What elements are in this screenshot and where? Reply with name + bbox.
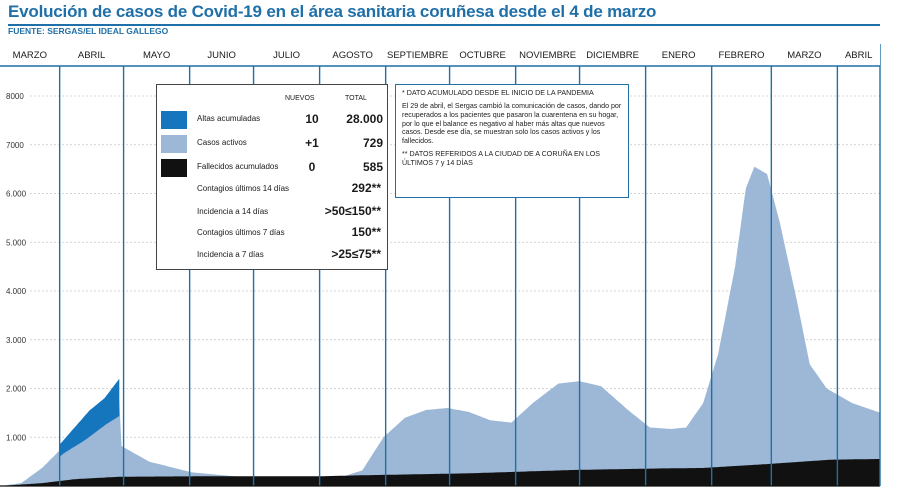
legend-label: Altas acumuladas xyxy=(197,114,261,123)
legend-extra-label: Contagios últimos 7 días xyxy=(197,228,285,237)
month-label: ABRIL xyxy=(78,50,105,61)
legend-label: Fallecidos acumulados xyxy=(197,162,279,171)
y-tick-label: 2.000 xyxy=(6,385,27,394)
legend-new: 0 xyxy=(308,160,316,174)
y-tick-label: 3.000 xyxy=(6,336,27,345)
month-label: MARZO xyxy=(787,50,821,61)
notes-box: * DATO ACUMULADO DESDE EL INICIO DE LA P… xyxy=(395,84,629,198)
month-label: MARZO xyxy=(13,50,47,61)
y-axis-ticks: 1.000 2.000 3.000 4.000 5.000 6.000 7000 8000 xyxy=(6,92,27,442)
month-label: AGOSTO xyxy=(332,50,372,61)
month-label: JUNIO xyxy=(207,50,236,61)
chart-title: Evolución de casos de Covid-19 en el áre… xyxy=(8,2,657,21)
month-bar-bg xyxy=(0,42,880,66)
note-city: ** DATOS REFERIDOS A LA CIUDAD DE A CORU… xyxy=(402,150,601,168)
y-tick-label: 5.000 xyxy=(6,238,27,247)
legend-total: 28.000 xyxy=(346,112,383,126)
legend-extra-label: Incidencia a 7 días xyxy=(197,250,264,259)
legend-new: +1 xyxy=(305,136,319,150)
legend-extra-label: Contagios últimos 14 días xyxy=(197,184,290,193)
chart-source: FUENTE: SERGAS/EL IDEAL GALLEGO xyxy=(8,26,169,36)
month-label: ABRIL xyxy=(845,50,872,61)
deaths-swatch xyxy=(161,159,187,177)
month-axis: MARZO ABRIL MAYO JUNIO JULIO AGOSTO SEPTIEMBRE… xyxy=(0,42,880,67)
y-tick-label: 7000 xyxy=(6,141,24,150)
legend-extra: Incidencia a 7 días >25≤75** xyxy=(157,247,389,263)
active-swatch xyxy=(161,135,187,153)
active-cases-area xyxy=(0,166,880,486)
month-label: JULIO xyxy=(273,50,300,61)
legend-extra-value: 292** xyxy=(351,181,381,195)
legend-extra: Contagios últimos 14 días 292** xyxy=(157,181,389,197)
y-tick-label: 1.000 xyxy=(6,433,27,442)
month-label: OCTUBRE xyxy=(459,50,505,61)
discharged-area xyxy=(59,378,120,457)
legend-extra-value: >25≤75** xyxy=(331,247,381,261)
title-rule xyxy=(8,24,880,26)
legend-col-new: NUEVOS xyxy=(285,95,315,102)
legend-extra-label: Incidencia a 14 días xyxy=(197,207,269,216)
month-label: ENERO xyxy=(662,50,696,61)
deaths-area xyxy=(0,459,880,486)
legend-extra: Incidencia a 14 días >50≤150** xyxy=(157,204,389,220)
month-label: FEBRERO xyxy=(719,50,765,61)
month-label: NOVIEMBRE xyxy=(519,50,576,61)
month-label: SEPTIEMBRE xyxy=(387,50,448,61)
note-cumulative: * DATO ACUMULADO DESDE EL INICIO DE LA P… xyxy=(402,89,594,97)
legend-extra-value: >50≤150** xyxy=(324,204,381,218)
legend-col-total: TOTAL xyxy=(345,95,367,102)
month-label: DICIEMBRE xyxy=(586,50,639,61)
y-tick-label: 4.000 xyxy=(6,287,27,296)
legend-row-deaths: Fallecidos acumulados 0 585 xyxy=(157,159,389,177)
legend-row-active: Casos activos +1 729 xyxy=(157,135,389,153)
month-label: MAYO xyxy=(143,50,170,61)
legend-label: Casos activos xyxy=(197,138,247,147)
legend-extra: Contagios últimos 7 días 150** xyxy=(157,225,389,241)
note-method-change: El 29 de abril, el Sergas cambió la comu… xyxy=(402,101,622,146)
legend-total: 585 xyxy=(362,160,383,174)
y-tick-label: 6.000 xyxy=(6,190,27,199)
legend-row-discharged: Altas acumuladas 10 28.000 xyxy=(157,111,389,129)
legend-box: NUEVOS TOTAL Altas acumuladas 10 28.000 … xyxy=(156,84,388,270)
legend-new: 10 xyxy=(305,112,319,126)
legend-extra-value: 150** xyxy=(351,225,381,239)
discharged-swatch xyxy=(161,111,187,129)
data-areas xyxy=(0,166,880,486)
legend-total: 729 xyxy=(362,136,383,150)
y-tick-label: 8000 xyxy=(6,92,24,101)
